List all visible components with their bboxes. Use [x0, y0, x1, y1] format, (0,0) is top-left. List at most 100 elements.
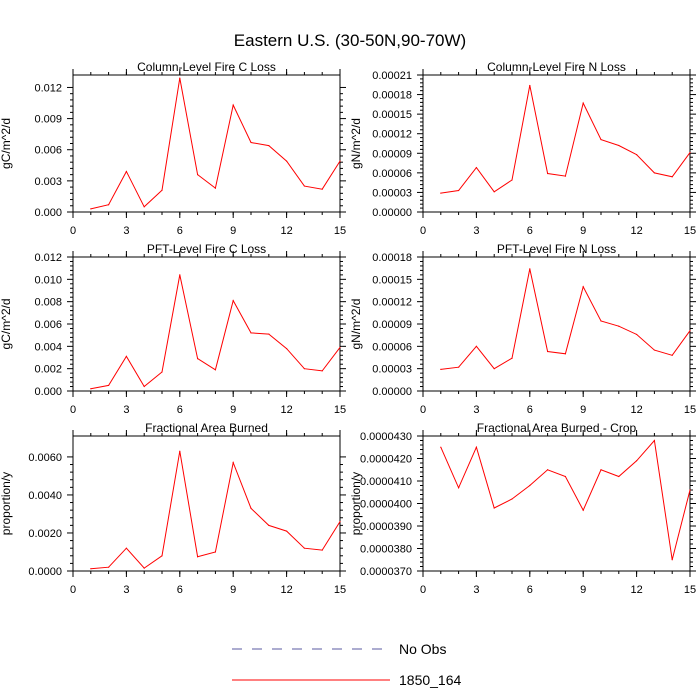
data-point — [90, 568, 92, 570]
data-point — [600, 469, 602, 471]
series-line-1850_164 — [90, 78, 341, 210]
data-point — [689, 489, 691, 491]
data-point — [458, 487, 460, 489]
y-axis-label: gC/m^2/d — [0, 118, 13, 169]
panel-5: 0 3 6 9 12 15 0.0000 0.0020 0.0040 0.0060 Fraction… — [0, 421, 346, 596]
y-axis-label: proportion/y — [349, 472, 363, 535]
data-point — [600, 320, 602, 322]
x-tick-label: 6 — [177, 404, 183, 416]
x-tick-label: 3 — [123, 225, 129, 237]
data-point — [321, 370, 323, 372]
x-tick-label: 3 — [123, 404, 129, 416]
data-point — [161, 371, 163, 373]
x-tick-label: 9 — [230, 584, 236, 596]
data-point — [232, 104, 234, 106]
data-point — [671, 176, 673, 178]
y-tick-label: 0.0000430 — [360, 431, 412, 443]
panel-6: 0 3 6 9 12 15 0.0000370 0.0000380 0.0000390 0.000… — [349, 421, 696, 596]
data-point — [529, 484, 531, 487]
legend: No Obs 1850_164 — [232, 641, 462, 688]
data-point — [493, 191, 495, 193]
y-axis-label: gC/m^2/d — [0, 299, 13, 350]
x-tick-label: 6 — [527, 404, 533, 416]
series-line-1850_164 — [440, 85, 691, 194]
x-tick-label: 15 — [684, 404, 696, 416]
data-point — [339, 160, 341, 162]
data-point — [618, 144, 620, 147]
y-tick-label: 0.0040 — [28, 490, 62, 502]
legend-label-no-obs: No Obs — [399, 641, 446, 657]
data-point — [197, 358, 199, 360]
y-tick-label: 0.00006 — [372, 341, 412, 353]
y-tick-label: 0.0000420 — [360, 454, 412, 466]
data-point — [636, 333, 638, 336]
data-point — [653, 349, 656, 351]
y-tick-label: 0.004 — [34, 341, 62, 353]
series-line-1850_164 — [90, 451, 341, 570]
y-tick-label: 0.002 — [34, 364, 62, 376]
x-tick-label: 15 — [334, 584, 346, 596]
data-point — [303, 368, 305, 370]
x-tick-label: 9 — [580, 225, 586, 237]
panel-title: Column-Level Fire C Loss — [137, 60, 276, 74]
x-tick-label: 9 — [230, 225, 236, 237]
y-tick-label: 0.003 — [34, 176, 62, 188]
data-point — [90, 388, 92, 390]
data-point — [582, 509, 584, 511]
x-tick-label: 15 — [684, 584, 696, 596]
data-point — [511, 179, 513, 181]
data-point — [582, 102, 584, 104]
data-point — [214, 551, 216, 553]
data-point — [493, 507, 495, 509]
y-tick-label: 0.00015 — [372, 109, 412, 121]
plot-frame — [422, 256, 691, 392]
data-point — [303, 547, 305, 549]
y-tick-label: 0.00018 — [372, 252, 412, 264]
y-tick-label: 0.0000380 — [360, 544, 412, 556]
data-point — [618, 475, 620, 478]
y-tick-label: 0.008 — [34, 297, 62, 309]
data-point — [197, 556, 199, 558]
data-point — [440, 192, 442, 194]
data-point — [268, 524, 270, 526]
x-tick-label: 0 — [420, 584, 426, 596]
panel-1: 0 3 6 9 12 15 0.000 0.003 0.006 0.009 0.012 Column-… — [0, 60, 346, 237]
y-tick-label: 0.000 — [34, 386, 62, 398]
data-point — [321, 188, 323, 190]
y-tick-label: 0.0060 — [28, 452, 62, 464]
x-tick-label: 12 — [280, 404, 292, 416]
y-tick-label: 0.0000410 — [360, 476, 412, 488]
data-point — [161, 555, 163, 557]
data-point — [475, 167, 477, 169]
data-point — [232, 462, 234, 464]
data-point — [689, 330, 691, 332]
panel-4: 0 3 6 9 12 15 0.00000 0.00003 0.00006 0.00009 0.00… — [349, 242, 696, 416]
y-tick-label: 0.00018 — [372, 90, 412, 102]
y-tick-label: 0.0000400 — [360, 499, 412, 511]
x-tick-label: 9 — [580, 404, 586, 416]
data-point — [458, 189, 460, 192]
panel-title: Column-Level Fire N Loss — [487, 60, 626, 74]
data-point — [125, 547, 127, 549]
panel-title: Fractional Area Burned — [145, 421, 268, 435]
y-tick-label: 0.010 — [34, 274, 62, 286]
data-point — [286, 347, 288, 350]
x-tick-label: 0 — [420, 404, 426, 416]
y-tick-label: 0.0000370 — [360, 566, 412, 578]
y-tick-label: 0.00009 — [372, 148, 412, 160]
x-tick-label: 12 — [630, 584, 642, 596]
data-point — [90, 208, 92, 210]
y-tick-label: 0.0020 — [28, 528, 62, 540]
x-tick-label: 3 — [123, 584, 129, 596]
y-tick-label: 0.006 — [34, 145, 62, 157]
panel-title: Fractional Area Burned - Crop — [477, 421, 637, 435]
data-point — [286, 530, 288, 532]
x-tick-label: 0 — [70, 225, 76, 237]
x-tick-label: 12 — [280, 225, 292, 237]
y-tick-label: 0.00012 — [372, 297, 412, 309]
x-tick-label: 6 — [177, 584, 183, 596]
data-point — [493, 368, 495, 370]
plot-frame — [72, 74, 341, 213]
data-point — [475, 345, 477, 347]
